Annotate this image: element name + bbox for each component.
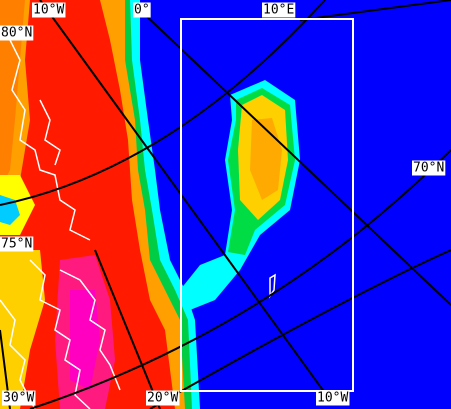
graticule-label: 20°W [147,391,178,406]
label-bg [146,390,180,406]
field-blob [180,80,300,310]
label-bg [262,2,296,18]
label-bg [0,25,34,41]
graticule-label: 0° [134,3,150,18]
label-bg [316,390,350,406]
graticule-label: 80°N [1,26,32,41]
label-bg [2,390,36,406]
labels: 10°W 0° 10°E 80°N 75°N 70°N 30°W 20°W 10°W [0,2,446,406]
graticule-label: 70°N [413,161,444,176]
graticule-label: 10°W [33,3,64,18]
graticule-label: 75°N [1,237,32,252]
label-bg [32,2,66,18]
region-box [180,18,354,392]
label-bg [133,2,151,18]
graticule-label: 10°E [263,3,294,18]
label-bg [0,236,34,252]
label-bg [412,160,446,176]
graticule-label: 30°W [3,391,34,406]
field-left [0,0,200,409]
coastline [0,39,121,409]
graticule-label: 10°W [317,391,348,406]
